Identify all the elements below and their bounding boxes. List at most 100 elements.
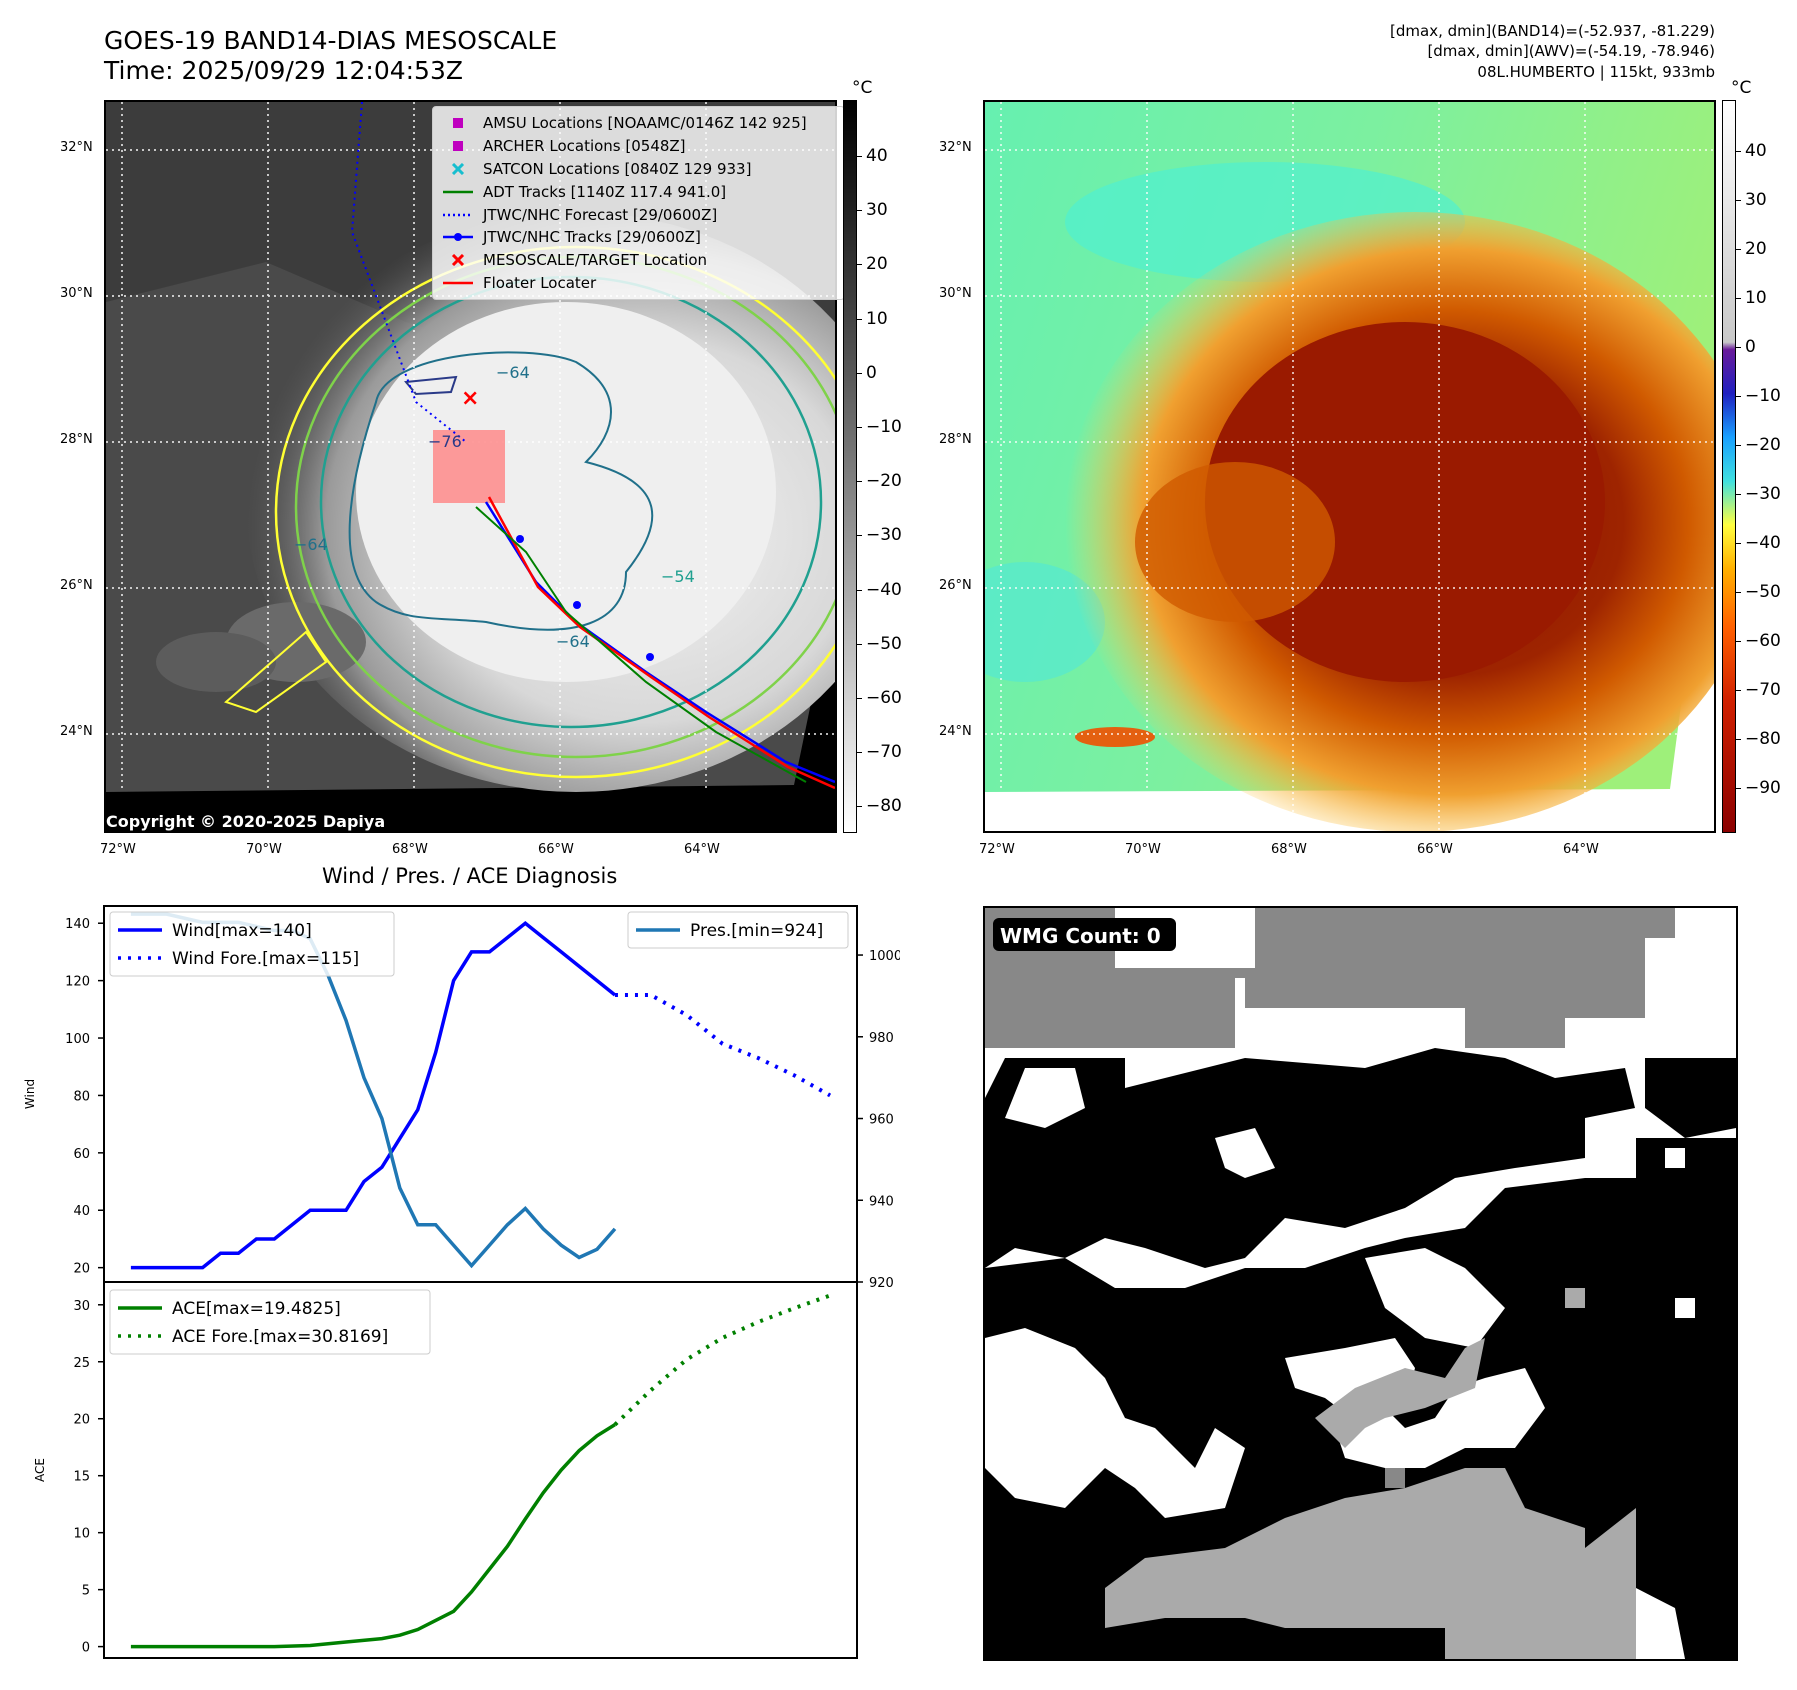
- lon-label: 70°W: [1125, 842, 1161, 857]
- lat-label: 28°N: [939, 432, 972, 447]
- legend-label: JTWC/NHC Tracks [29/0600Z]: [483, 228, 701, 247]
- colorbar-tick: [1736, 396, 1741, 397]
- legend-entry: ARCHER Locations [0548Z]: [441, 135, 836, 158]
- legend-symbol-icon: [441, 231, 475, 243]
- legend-label: Wind[max=140]: [172, 921, 312, 941]
- storm-info: 08L.HUMBERTO | 115kt, 933mb: [1477, 63, 1715, 81]
- series-line-ace-fore-: [613, 1293, 831, 1427]
- y-tick-label: 80: [73, 1089, 90, 1104]
- legend-label: SATCON Locations [0840Z 129 933]: [483, 159, 752, 178]
- colorbar-tick-label: 10: [866, 308, 888, 329]
- legend-entry: JTWC/NHC Tracks [29/0600Z]: [441, 226, 836, 249]
- legend-label: ACE[max=19.4825]: [172, 1299, 341, 1319]
- lat-label: 26°N: [60, 578, 93, 593]
- legend-symbol-icon: [441, 162, 475, 175]
- legend-symbol-icon: [441, 209, 475, 221]
- lon-label: 70°W: [246, 842, 282, 857]
- lon-label: 66°W: [538, 842, 574, 857]
- diagnosis-title: Wind / Pres. / ACE Diagnosis: [322, 864, 618, 888]
- legend-symbol-icon: [441, 140, 475, 152]
- colorbar-tick-label: −70: [866, 742, 902, 763]
- awv-range: [dmax, dmin](AWV)=(-54.19, -78.946): [1427, 42, 1715, 60]
- colorbar-tick-label: −10: [1745, 386, 1781, 406]
- legend-entry: SATCON Locations [0840Z 129 933]: [441, 158, 836, 181]
- contour-label: −64: [496, 363, 530, 382]
- colorbar-tick-label: −30: [1745, 484, 1781, 504]
- legend-symbol-icon: [441, 186, 475, 198]
- contour-label: −64: [556, 632, 590, 651]
- color-map-panel: [983, 100, 1716, 833]
- axis-label: Wind: [23, 1079, 37, 1109]
- colorbar-tick: [1736, 494, 1741, 495]
- y-tick-label: 40: [73, 1204, 90, 1219]
- ace-axes: [103, 1281, 858, 1659]
- lat-label: 24°N: [939, 724, 972, 739]
- wmg-image: [985, 908, 1736, 1659]
- y-tick-label: 980: [869, 1031, 894, 1046]
- colorbar-tick-label: −70: [1745, 680, 1781, 700]
- y-tick-label: 20: [73, 1413, 90, 1428]
- colorbar-unit: °C: [852, 78, 873, 98]
- colorbar-tick-label: 0: [866, 362, 877, 383]
- y-tick-label: 15: [73, 1470, 90, 1485]
- colorbar-tick-label: 10: [1745, 288, 1767, 308]
- colorbar-tick: [857, 481, 862, 483]
- colorbar-tick: [857, 535, 862, 537]
- contour-label: −64: [294, 535, 328, 554]
- colorbar-tick: [1736, 641, 1741, 642]
- legend-symbol-icon: [441, 277, 475, 289]
- colorbar-tick-label: −50: [866, 633, 902, 654]
- lat-label: 30°N: [939, 286, 972, 301]
- lon-label: 64°W: [1563, 842, 1599, 857]
- colorbar-tick-label: −10: [866, 417, 902, 437]
- colorbar-tick-label: −20: [1745, 435, 1781, 455]
- legend-label: ARCHER Locations [0548Z]: [483, 137, 686, 156]
- colorbar-tick: [857, 589, 862, 591]
- colorbar-tick-label: −60: [1745, 631, 1781, 651]
- lon-label: 72°W: [979, 842, 1015, 857]
- y-tick-label: 920: [869, 1276, 894, 1291]
- lat-label: 30°N: [60, 286, 93, 301]
- colorbar-tick-label: −40: [1745, 533, 1781, 553]
- legend-symbol-icon: [441, 254, 475, 267]
- y-tick-label: 25: [73, 1356, 90, 1371]
- y-tick-label: 0: [82, 1641, 90, 1656]
- y-tick-label: 140: [65, 917, 90, 932]
- colorbar-tick: [857, 643, 862, 645]
- bt14-range: [dmax, dmin](BAND14)=(-52.937, -81.229): [1390, 22, 1715, 40]
- copyright: Copyright © 2020-2025 Dapiya: [106, 812, 386, 831]
- legend-entry: JTWC/NHC Forecast [29/0600Z]: [441, 203, 836, 226]
- lon-label: 66°W: [1417, 842, 1453, 857]
- legend-label: ADT Tracks [1140Z 117.4 941.0]: [483, 182, 727, 201]
- legend-entry: AMSU Locations [NOAAMC/0146Z 142 925]: [441, 112, 836, 135]
- colorbar-tick-label: 0: [1745, 337, 1756, 357]
- y-tick-label: 30: [73, 1299, 90, 1314]
- colorbar-tick-label: 20: [1745, 239, 1767, 259]
- lon-label: 72°W: [100, 842, 136, 857]
- legend-symbol-icon: [441, 117, 475, 129]
- colorbar-tick-label: 40: [1745, 141, 1767, 161]
- colorbar-tick: [857, 210, 862, 212]
- lon-label: 68°W: [392, 842, 428, 857]
- lat-label: 24°N: [60, 724, 93, 739]
- y-tick-label: 940: [869, 1194, 894, 1209]
- colorbar-tick-label: −80: [1745, 729, 1781, 749]
- colorbar-tick-label: 30: [1745, 190, 1767, 210]
- lat-label: 32°N: [939, 140, 972, 155]
- legend-entry: ADT Tracks [1140Z 117.4 941.0]: [441, 180, 836, 203]
- lat-label: 28°N: [60, 432, 93, 447]
- legend-label: ACE Fore.[max=30.8169]: [172, 1327, 388, 1347]
- colorbar-tick: [1736, 543, 1741, 544]
- colorbar-tick: [1736, 739, 1741, 740]
- wmg-count-label: WMG Count: 0: [1000, 924, 1161, 948]
- colorbar-tick: [857, 372, 862, 374]
- colorbar-tick-label: −60: [866, 688, 902, 708]
- series-line-ace: [130, 1423, 616, 1649]
- colorbar-tick-label: −50: [1745, 582, 1781, 602]
- legend-entry: Floater Locater: [441, 272, 836, 295]
- colorbar-tick-label: −30: [866, 525, 902, 546]
- colorbar-tick: [1736, 347, 1741, 348]
- diagnosis-chart: 20 40 60 80 100 120 140 920 940 960 980 1000 0 5 10 15 2…: [23, 905, 900, 1659]
- colorbar-tick: [1736, 151, 1741, 152]
- colorbar-tick-label: 40: [866, 146, 888, 166]
